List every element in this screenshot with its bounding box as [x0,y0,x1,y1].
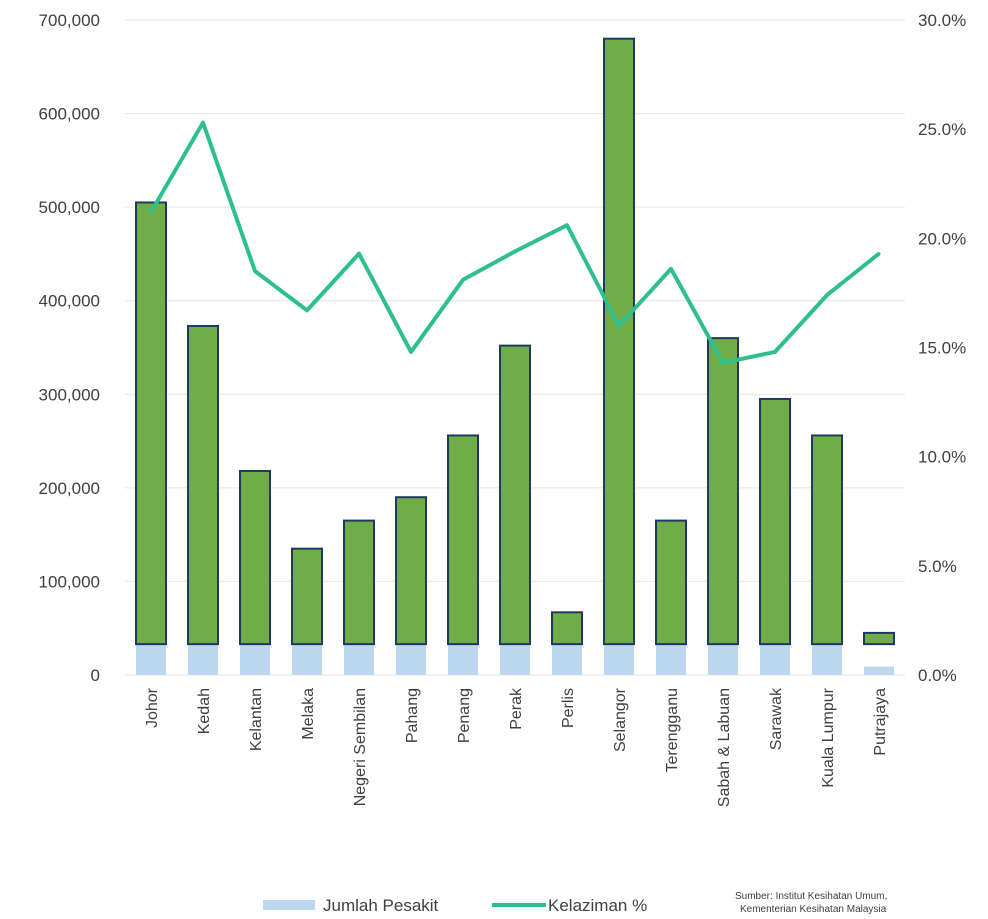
kelaziman-point [721,361,725,365]
x-tick-label: Kuala Lumpur [820,687,837,787]
x-tick-label: Johor [144,687,161,728]
y-right-tick-label: 5.0% [918,557,957,576]
bar-jumlah-pesakit [552,644,582,675]
prevalence-line-series [149,120,881,365]
source-note: Sumber: Institut Kesihatan Umum, Kemente… [735,891,887,915]
bar-value [551,611,583,646]
kelaziman-line [149,120,881,365]
x-tick-label: Pahang [404,688,421,743]
bar-jumlah-pesakit [708,644,738,675]
x-tick-label: Perlis [560,688,577,728]
bar-value [291,547,323,646]
kelaziman-point [409,350,413,354]
bar-value [343,519,375,646]
x-tick-label: Perak [508,687,525,730]
bar-jumlah-pesakit [396,644,426,675]
y-right-tick-label: 15.0% [918,339,966,358]
y-right-tick-label: 30.0% [918,11,966,30]
bar-jumlah-pesakit [240,644,270,675]
bar-jumlah-pesakit [760,644,790,675]
legend: Jumlah Pesakit Kelaziman % [263,896,647,915]
kelaziman-point [201,121,205,125]
bar-jumlah-pesakit [604,644,634,675]
kelaziman-point [305,308,309,312]
x-tick-label: Kelantan [248,688,265,751]
kelaziman-point [877,252,881,256]
bar-value [239,470,271,646]
bar-value [603,37,635,646]
bar-jumlah-pesakit [500,644,530,675]
source-line-1: Sumber: Institut Kesihatan Umum, [735,891,887,902]
bar-value [759,397,791,646]
left-axis: 0 100,000 200,000 300,000 400,000 500,000 600,… [39,11,100,685]
bar-jumlah-pesakit [188,644,218,675]
y-left-tick-label: 500,000 [39,198,100,217]
y-left-tick-label: 200,000 [39,479,100,498]
y-right-tick-label: 20.0% [918,229,966,248]
y-right-tick-label: 25.0% [918,120,966,139]
legend-swatch-jumlah-pesakit [263,900,315,910]
bar-jumlah-pesakit [656,644,686,675]
bar-value [863,631,895,646]
y-right-tick-label: 10.0% [918,448,966,467]
bar-jumlah-pesakit [344,644,374,675]
bar-jumlah-pesakit [864,666,894,675]
x-axis-labels: Johor Kedah Kelantan Melaka Negeri Sembilan P… [144,687,889,807]
kelaziman-point [773,350,777,354]
kelaziman-point [565,223,569,227]
legend-label-jumlah-pesakit: Jumlah Pesakit [323,896,439,915]
x-tick-label: Kedah [196,688,213,734]
kelaziman-point [825,293,829,297]
x-tick-label: Terengganu [664,688,681,773]
x-tick-label: Negeri Sembilan [352,688,369,806]
kelaziman-point [669,267,673,271]
bar-value [811,434,843,646]
bar-value [135,201,167,646]
bar-value [707,337,739,646]
y-left-tick-label: 100,000 [39,572,100,591]
source-line-2: Kementerian Kesihatan Malaysia [740,904,887,915]
kelaziman-point [513,249,517,253]
y-left-tick-label: 0 [91,666,100,685]
x-tick-label: Putrajaya [872,688,889,756]
x-tick-label: Penang [456,688,473,743]
kelaziman-point [253,269,257,273]
y-right-tick-label: 0.0% [918,666,957,685]
bar-jumlah-pesakit [136,644,166,675]
bar-jumlah-pesakit [292,644,322,675]
x-tick-label: Melaka [300,688,317,740]
kelaziman-point [357,252,361,256]
bar-value [187,324,219,646]
x-tick-label: Selangor [612,687,629,752]
x-tick-label: Sabah & Labuan [716,688,733,807]
kelaziman-point [461,278,465,282]
y-left-tick-label: 600,000 [39,105,100,124]
x-tick-label: Sarawak [768,687,785,750]
bar-jumlah-pesakit [812,644,842,675]
bar-value [655,519,687,646]
legend-label-kelaziman: Kelaziman % [548,896,647,915]
right-axis: 0.0% 5.0% 10.0% 15.0% 20.0% 25.0% 30.0% [918,11,966,685]
bar-value [395,496,427,646]
kelaziman-point [617,324,621,328]
y-left-tick-label: 700,000 [39,11,100,30]
bar-value [499,344,531,646]
bar-value [447,434,479,646]
y-left-tick-label: 300,000 [39,385,100,404]
bars [135,37,895,675]
bar-jumlah-pesakit [448,644,478,675]
y-left-tick-label: 400,000 [39,292,100,311]
kelaziman-point [149,210,153,214]
